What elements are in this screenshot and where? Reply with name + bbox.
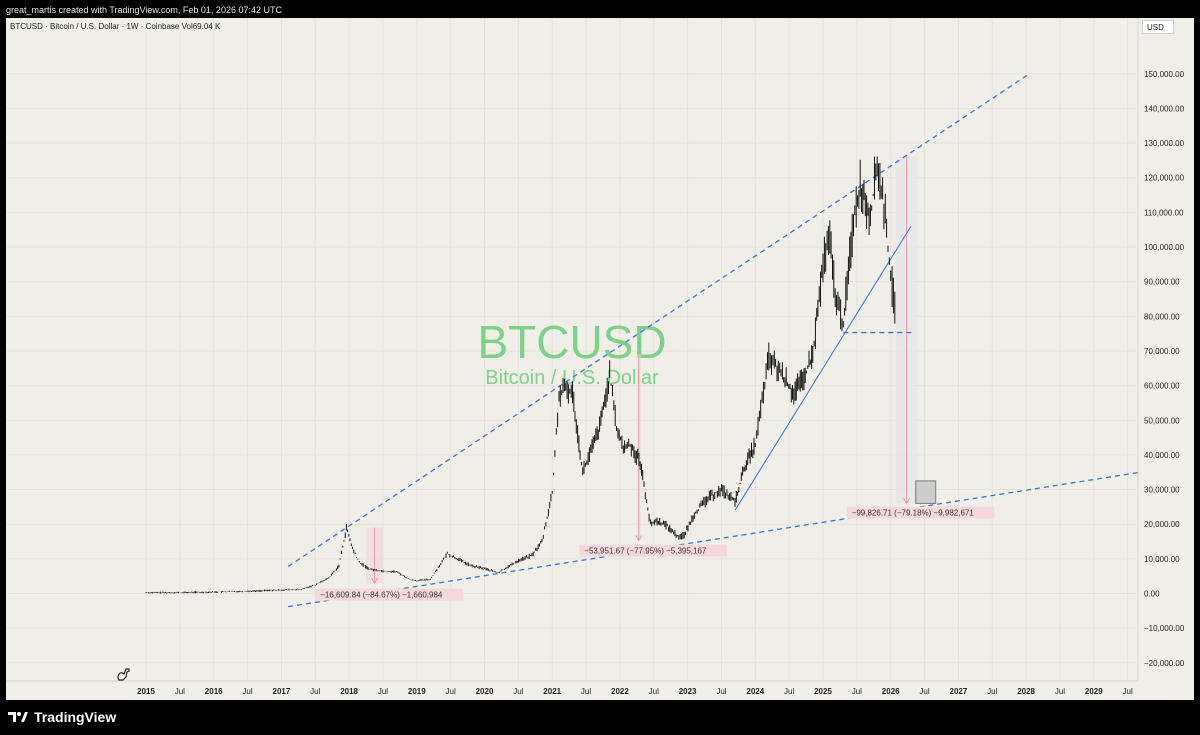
y-tick-label: 40,000.00 bbox=[1144, 451, 1180, 460]
x-tick-label: Jul bbox=[649, 687, 659, 696]
y-tick-label: 100,000.00 bbox=[1144, 243, 1185, 252]
y-tick-label: 80,000.00 bbox=[1144, 312, 1180, 321]
y-tick-label: 20,000.00 bbox=[1144, 520, 1180, 529]
trendline-channel bbox=[287, 73, 1030, 568]
measurement-label: −53,951.67 (−77.95%) −5,395,167 bbox=[584, 547, 707, 556]
measurement-arrow-head bbox=[635, 535, 643, 542]
x-tick-label: Jul bbox=[919, 687, 929, 696]
x-tick-label: Jul bbox=[1055, 687, 1065, 696]
y-tick-label: 110,000.00 bbox=[1144, 208, 1184, 217]
dino-shape bbox=[117, 668, 130, 681]
y-tick-label: 140,000.00 bbox=[1144, 104, 1185, 113]
brand-name: TradingView bbox=[34, 709, 117, 725]
x-tick-label: Jul bbox=[784, 687, 794, 696]
tradingview-footer: TradingView bbox=[8, 707, 116, 727]
y-tick-label: 50,000.00 bbox=[1144, 416, 1180, 425]
y-tick-label: 120,000.00 bbox=[1144, 174, 1185, 183]
y-tick-label: 70,000.00 bbox=[1144, 347, 1180, 356]
snapshot-caption: great_martis created with TradingView.co… bbox=[6, 5, 282, 15]
y-tick-label: 60,000.00 bbox=[1144, 382, 1180, 391]
measurement-label: −99,826.71 (−79.18%) −9,982,671 bbox=[852, 509, 975, 518]
measurement-label-bg bbox=[579, 544, 728, 557]
x-tick-label: 2025 bbox=[814, 687, 832, 696]
y-tick-label: 30,000.00 bbox=[1144, 486, 1180, 495]
measurement-arrow-head bbox=[903, 498, 910, 505]
x-tick-label: Jul bbox=[852, 687, 862, 696]
price-candles bbox=[145, 156, 896, 594]
x-tick-label: 2021 bbox=[543, 687, 561, 696]
dino-icon bbox=[117, 668, 130, 681]
y-tick-label: 10,000.00 bbox=[1144, 555, 1180, 564]
x-tick-label: 2019 bbox=[408, 687, 426, 696]
trendline-support bbox=[734, 225, 912, 511]
trendline-channel bbox=[288, 471, 1138, 608]
x-tick-label: 2028 bbox=[1017, 687, 1035, 696]
x-tick-label: Jul bbox=[310, 687, 320, 696]
x-tick-label: 2027 bbox=[950, 687, 968, 696]
measurement-label: −16,609.84 (−84.67%) −1,660,984 bbox=[320, 591, 443, 600]
watermark-symbol: BTCUSD bbox=[477, 316, 666, 368]
currency-selector[interactable]: USD bbox=[1142, 20, 1174, 34]
x-tick-label: 2016 bbox=[205, 687, 223, 696]
x-tick-label: 2018 bbox=[340, 687, 358, 696]
tradingview-logo-icon bbox=[8, 712, 28, 722]
x-tick-label: Jul bbox=[242, 687, 252, 696]
x-tick-label: Jul bbox=[987, 687, 997, 696]
chart-panel[interactable]: 150,000.00 140,000.00 130,000.00 120,000.00… bbox=[6, 18, 1194, 700]
target-zone-box bbox=[915, 480, 937, 504]
watermark-description: Bitcoin / U.S. Dollar bbox=[485, 367, 659, 389]
x-tick-label: 2029 bbox=[1085, 687, 1103, 696]
measurement-arrow-head bbox=[371, 577, 378, 584]
y-tick-label: 0.00 bbox=[1144, 590, 1160, 599]
x-tick-label: Jul bbox=[378, 687, 388, 696]
x-tick-label: Jul bbox=[513, 687, 523, 696]
x-tick-label: 2015 bbox=[137, 687, 155, 696]
measurement-label-bg bbox=[846, 506, 995, 519]
x-tick-label: 2024 bbox=[746, 687, 764, 696]
x-tick-label: 2017 bbox=[273, 687, 291, 696]
x-tick-label: Jul bbox=[716, 687, 726, 696]
x-tick-label: 2023 bbox=[679, 687, 697, 696]
x-tick-label: Jul bbox=[1123, 687, 1133, 696]
y-tick-label: −20,000.00 bbox=[1144, 659, 1185, 668]
y-tick-label: 90,000.00 bbox=[1144, 278, 1180, 287]
y-tick-label: −10,000.00 bbox=[1144, 624, 1185, 633]
symbol-info: BTCUSD · Bitcoin / U.S. Dollar · 1W · Co… bbox=[10, 22, 221, 31]
y-tick-label: 150,000.00 bbox=[1144, 70, 1185, 79]
x-tick-label: Jul bbox=[175, 687, 185, 696]
measurement-label-bg bbox=[315, 588, 464, 601]
x-tick-label: 2026 bbox=[882, 687, 900, 696]
y-tick-label: 130,000.00 bbox=[1144, 139, 1185, 148]
x-tick-label: Jul bbox=[581, 687, 591, 696]
price-chart[interactable]: 150,000.00 140,000.00 130,000.00 120,000.00… bbox=[6, 18, 1194, 700]
x-tick-label: 2022 bbox=[611, 687, 629, 696]
x-tick-label: 2020 bbox=[476, 687, 494, 696]
x-tick-label: Jul bbox=[446, 687, 456, 696]
